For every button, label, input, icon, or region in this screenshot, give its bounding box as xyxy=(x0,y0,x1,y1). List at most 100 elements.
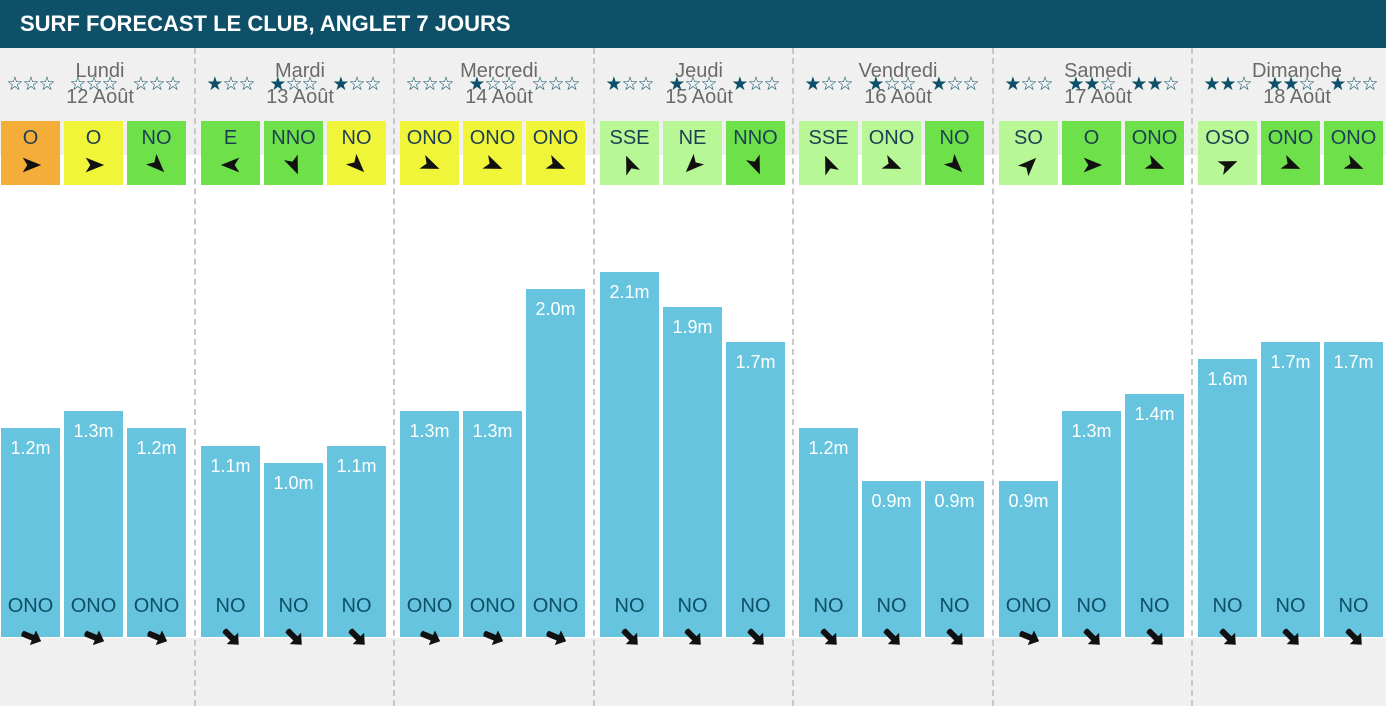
wind-box: OSO xyxy=(1198,121,1257,185)
wave-height-label: 1.0m xyxy=(273,473,314,493)
swell-arrow xyxy=(1125,624,1184,648)
day-label: Mardi 13 Août xyxy=(200,58,400,110)
wind-direction-label: O xyxy=(1083,127,1100,149)
star-filled-icon: ★ xyxy=(1146,74,1163,95)
day-date: 18 Août xyxy=(1263,86,1331,108)
day-date: 17 Août xyxy=(1064,86,1132,108)
wind-direction-label: ONO xyxy=(406,127,453,149)
wind-box: O xyxy=(1,121,60,185)
wind-direction-label: ONO xyxy=(868,127,915,149)
wave-height-bar xyxy=(463,411,522,637)
swell-arrow xyxy=(1062,624,1121,648)
wave-height-label: 1.3m xyxy=(472,421,513,441)
rating-stars: ★☆☆ xyxy=(799,74,858,96)
swell-direction-label: ONO xyxy=(406,595,453,617)
wind-arrow-icon xyxy=(1342,154,1363,169)
star-empty-icon: ☆ xyxy=(684,74,701,95)
wave-height-label: 2.1m xyxy=(609,282,650,302)
rating-stars: ★☆☆ xyxy=(264,74,323,96)
wind-arrow-icon xyxy=(745,154,760,175)
wave-height-label: 1.9m xyxy=(672,317,713,337)
swell-arrow-icon xyxy=(545,630,566,646)
wind-arrow-icon xyxy=(220,157,239,173)
star-filled-icon: ★ xyxy=(206,74,223,95)
star-filled-icon: ★ xyxy=(731,74,748,95)
wind-arrow-icon xyxy=(1279,154,1300,169)
star-empty-icon: ☆ xyxy=(164,74,182,95)
day-label: Vendredi 16 Août xyxy=(798,58,998,110)
swell-arrow xyxy=(726,624,785,648)
wave-height-bar xyxy=(925,481,984,637)
wind-direction-label: NO xyxy=(341,127,372,149)
star-empty-icon: ☆ xyxy=(285,74,302,95)
swell-arrow-icon xyxy=(1345,628,1362,645)
star-empty-icon: ☆ xyxy=(238,74,256,95)
star-filled-icon: ★ xyxy=(332,74,349,95)
wave-height-label: 1.2m xyxy=(136,438,177,458)
swell-arrow-icon xyxy=(820,628,837,645)
wave-height-label: 1.3m xyxy=(73,421,114,441)
star-empty-icon: ☆ xyxy=(883,74,900,95)
wave-height-bar xyxy=(600,272,659,637)
wind-box: O xyxy=(1062,121,1121,185)
wind-box: E xyxy=(201,121,260,185)
star-filled-icon: ★ xyxy=(1004,74,1021,95)
swell-direction-label: NO xyxy=(876,595,907,617)
star-filled-icon: ★ xyxy=(1083,74,1100,95)
wave-height-label: 1.3m xyxy=(409,421,450,441)
wind-direction-label: NNO xyxy=(271,127,316,149)
star-empty-icon: ☆ xyxy=(836,74,854,95)
day-column-vendredi: Vendredi 16 Août xyxy=(798,48,998,706)
wind-arrow-icon xyxy=(22,157,41,173)
swell-arrow-icon xyxy=(1083,628,1100,645)
wind-arrow-icon xyxy=(824,155,839,176)
star-empty-icon: ☆ xyxy=(747,74,764,95)
swell-direction-label: NO xyxy=(1076,595,1107,617)
wind-box: NO xyxy=(925,121,984,185)
star-filled-icon: ★ xyxy=(468,74,485,95)
wind-arrow-icon xyxy=(880,154,901,169)
wind-direction-label: SO xyxy=(1014,127,1043,149)
day-column-jeudi: Jeudi 15 Août xyxy=(599,48,799,706)
wind-direction-label: O xyxy=(85,127,102,149)
rating-stars: ☆☆☆ xyxy=(127,74,186,96)
swell-arrow xyxy=(201,624,260,648)
day-label: Lundi 12 Août xyxy=(0,58,200,110)
wind-arrow-icon xyxy=(145,153,164,173)
day-name: Mercredi xyxy=(460,60,538,82)
star-empty-icon: ☆ xyxy=(1036,74,1054,95)
star-empty-icon: ☆ xyxy=(1099,74,1117,95)
day-column-dimanche: Dimanche 18 Août xyxy=(1197,48,1386,706)
star-empty-icon: ☆ xyxy=(563,74,581,95)
star-empty-icon: ☆ xyxy=(101,74,119,95)
star-empty-icon: ☆ xyxy=(763,74,781,95)
swell-arrow xyxy=(1324,624,1383,648)
wind-direction-label: NO xyxy=(141,127,172,149)
rating-stars: ★☆☆ xyxy=(726,74,785,96)
wave-height-bar xyxy=(64,411,123,637)
day-label: Samedi 17 Août xyxy=(998,58,1198,110)
day-column-mercredi: Mercredi 14 Août xyxy=(399,48,599,706)
swell-direction-label: NO xyxy=(1275,595,1306,617)
star-empty-icon: ☆ xyxy=(405,74,422,95)
star-filled-icon: ★ xyxy=(605,74,622,95)
swell-direction-label: NO xyxy=(1338,595,1369,617)
wave-height-bar xyxy=(1125,394,1184,637)
rating-stars: ★☆☆ xyxy=(1324,74,1383,96)
rating-stars: ★★☆ xyxy=(1125,74,1184,96)
day-name: Lundi xyxy=(75,60,125,82)
wind-direction-label: ONO xyxy=(1330,127,1377,149)
star-empty-icon: ☆ xyxy=(484,74,501,95)
swell-arrow xyxy=(1198,624,1257,648)
swell-arrow xyxy=(663,624,722,648)
wind-direction-label: OSO xyxy=(1205,127,1250,149)
wind-box: NO xyxy=(127,121,186,185)
day-divider xyxy=(393,48,395,706)
swell-arrow-icon xyxy=(1018,630,1039,646)
wave-height-label: 0.9m xyxy=(871,491,912,511)
wave-height-bar xyxy=(201,446,260,637)
swell-arrow xyxy=(264,624,323,648)
day-divider xyxy=(593,48,595,706)
page-title: SURF FORECAST LE CLUB, ANGLET 7 JOURS xyxy=(0,0,1386,48)
star-filled-icon: ★ xyxy=(804,74,821,95)
